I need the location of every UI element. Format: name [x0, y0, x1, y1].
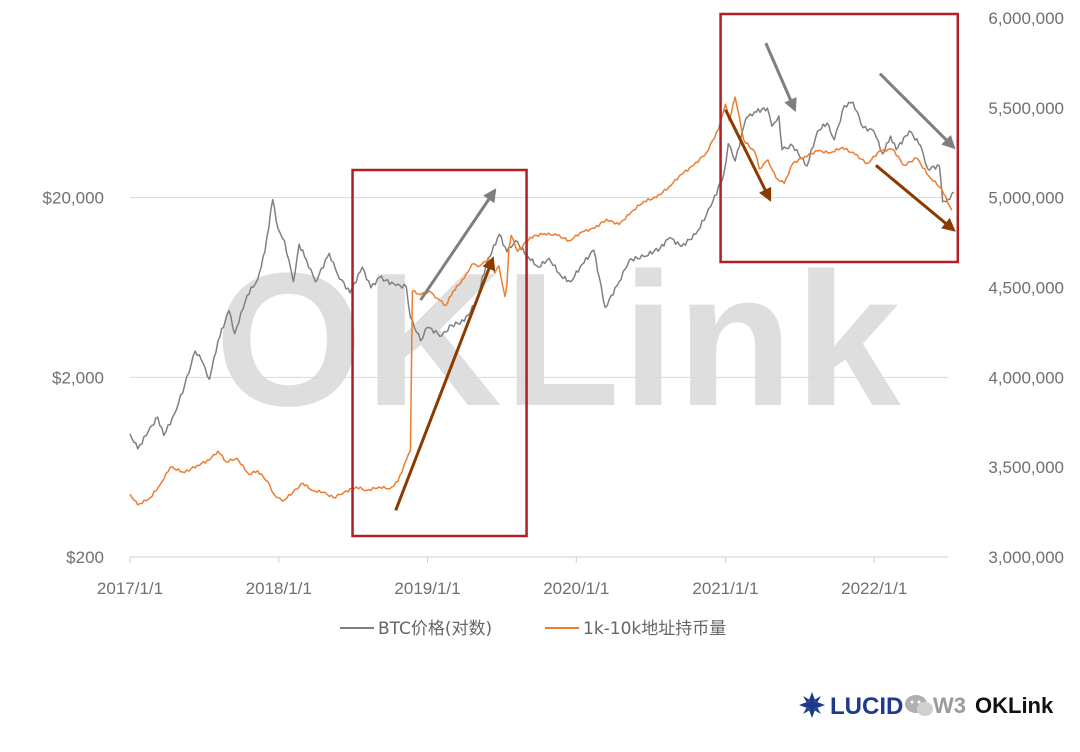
- oklink-brand-text: OKLink: [975, 693, 1054, 718]
- x-tick-label: 2017/1/1: [97, 579, 163, 598]
- trend-arrow: [394, 256, 496, 511]
- footer-brand: LUCID W3 OKLink: [799, 692, 1054, 720]
- y-left-tick-label: $20,000: [43, 189, 104, 208]
- y-left-tick-label: $200: [66, 548, 104, 567]
- x-tick-label: 2022/1/1: [841, 579, 907, 598]
- series-line-1: [129, 101, 955, 450]
- lucid-logo-icon: [799, 692, 825, 718]
- watermark: OKLink: [215, 234, 903, 446]
- y-right-tick-label: 5,000,000: [988, 189, 1064, 208]
- wechat-icon: [905, 695, 933, 716]
- y-right-tick-label: 6,000,000: [988, 9, 1064, 28]
- y-right-tick-label: 3,000,000: [988, 548, 1064, 567]
- trend-arrow: [878, 72, 956, 150]
- y-right-tick-label: 4,500,000: [988, 279, 1064, 298]
- series-line-2: [129, 96, 953, 506]
- y-right-tick-label: 4,000,000: [988, 368, 1064, 387]
- legend-label: BTC价格(对数): [378, 619, 492, 639]
- annotation-layer: [351, 12, 960, 538]
- wechat-account-text: W3: [933, 693, 966, 718]
- y-left-tick-label: $2,000: [52, 368, 104, 387]
- x-tick-label: 2019/1/1: [394, 579, 460, 598]
- x-tick-label: 2020/1/1: [543, 579, 609, 598]
- trend-arrow: [419, 188, 497, 301]
- highlight-box: [351, 168, 528, 538]
- lucid-logo-text: LUCID: [830, 693, 903, 720]
- trend-arrow: [874, 164, 956, 232]
- highlight-box: [719, 12, 960, 264]
- x-tick-label: 2018/1/1: [246, 579, 312, 598]
- x-axis: 2017/1/1 2018/1/1 2019/1/1 2020/1/1 2021/1/1…: [97, 556, 948, 598]
- x-tick-label: 2021/1/1: [692, 579, 758, 598]
- legend-label: 1k-10k地址持币量: [583, 619, 726, 639]
- series-layer: [129, 96, 955, 506]
- gridlines: [130, 197, 948, 378]
- y-right-tick-label: 5,500,000: [988, 99, 1064, 118]
- y-axis-left: $200 $2,000 $20,000: [43, 189, 104, 567]
- trend-arrow: [764, 42, 797, 113]
- y-axis-right: 3,000,000 3,500,000 4,000,000 4,500,000 5,00…: [988, 9, 1064, 567]
- legend: BTC价格(对数) 1k-10k地址持币量: [340, 619, 726, 639]
- trend-arrow: [724, 108, 772, 202]
- y-right-tick-label: 3,500,000: [988, 458, 1064, 477]
